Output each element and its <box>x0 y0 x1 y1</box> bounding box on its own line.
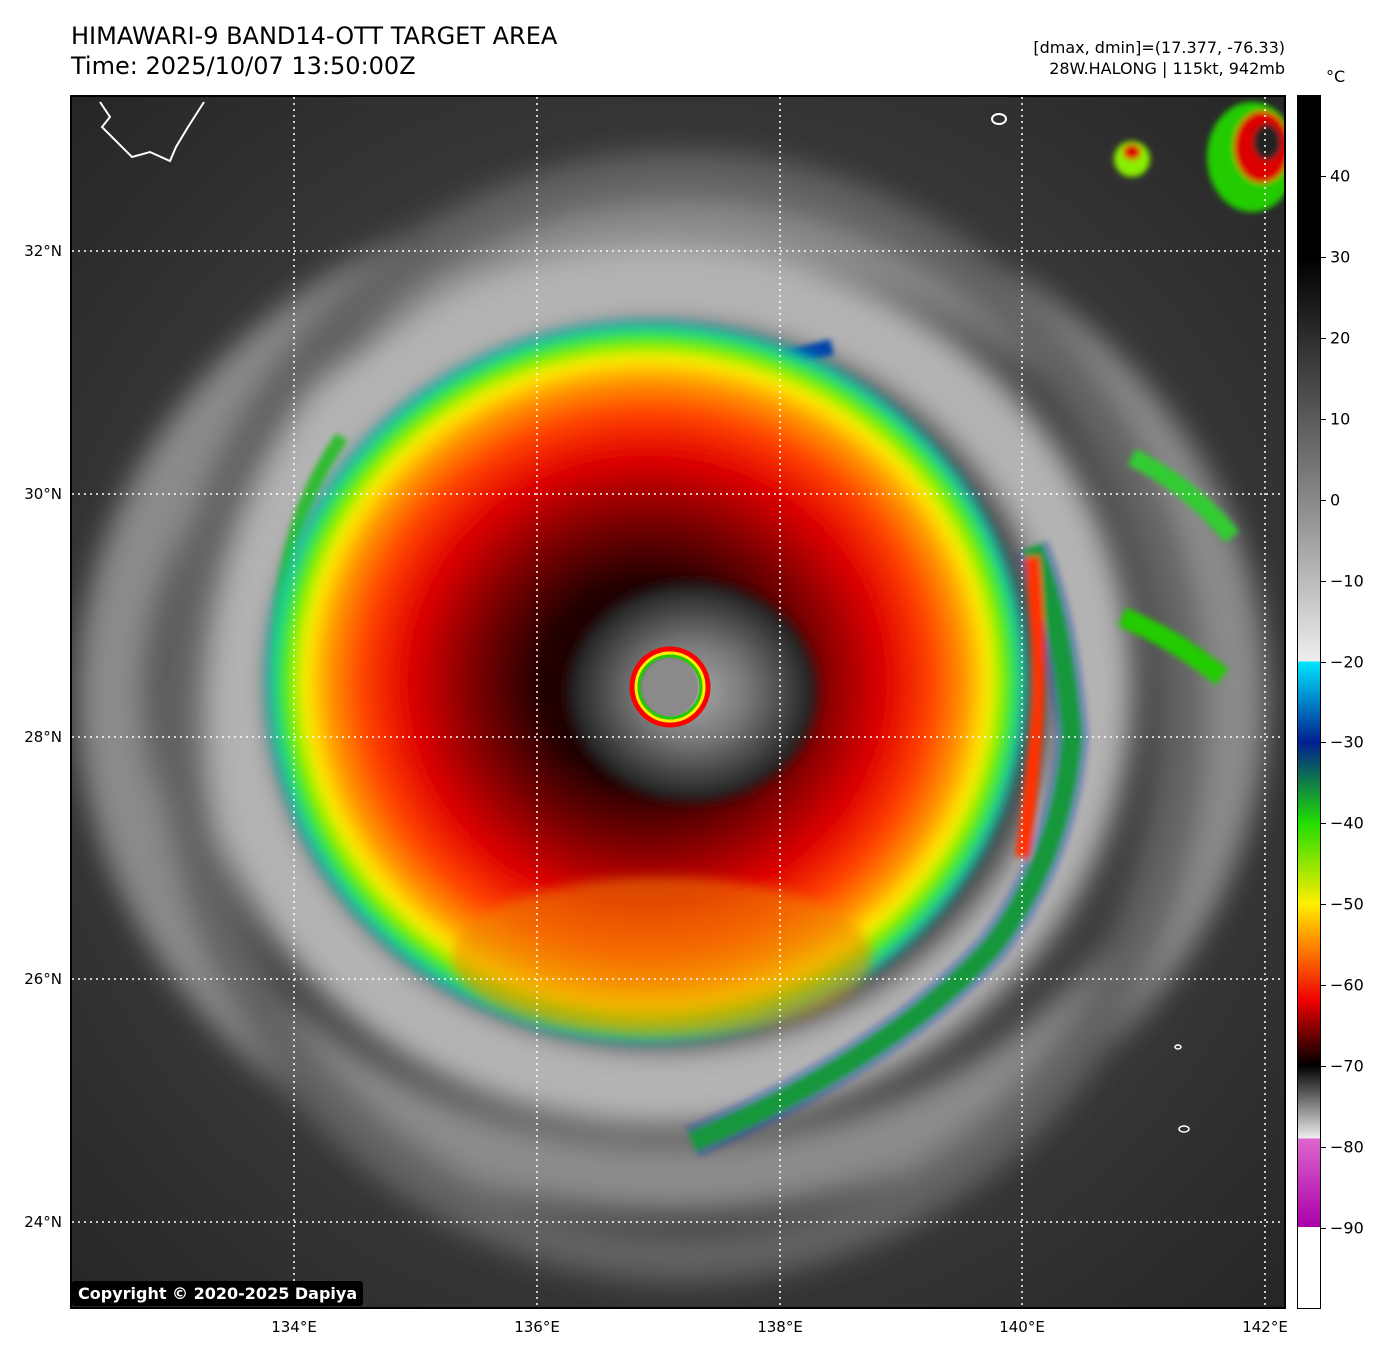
copyright-label: Copyright © 2020-2025 Dapiya <box>72 1281 364 1306</box>
lon-label: 134°E <box>271 1318 317 1336</box>
coastline <box>99 101 205 163</box>
colorbar-tick-label: 10 <box>1330 409 1351 429</box>
lat-label: 24°N <box>24 1213 62 1231</box>
chart-title: HIMAWARI-9 BAND14-OTT TARGET AREA <box>71 22 558 50</box>
eyewall-ring <box>629 646 711 728</box>
gridlines <box>72 97 1284 1307</box>
island <box>991 113 1007 125</box>
colorbar-tick-mark <box>1321 418 1326 420</box>
colorbar-tick-mark <box>1321 175 1326 177</box>
lat-label: 30°N <box>24 485 62 503</box>
colorbar-tick-label: 20 <box>1330 328 1351 348</box>
timestamp-title: Time: 2025/10/07 13:50:00Z <box>71 52 416 80</box>
colorbar-tick-mark <box>1321 661 1326 663</box>
dmax-dmin-readout: [dmax, dmin]=(17.377, -76.33) <box>1033 38 1285 57</box>
colorbar-tick-label: 0 <box>1330 490 1341 510</box>
colorbar-tick-mark <box>1321 1147 1326 1149</box>
colorbar-tick-mark <box>1321 337 1326 339</box>
colorbar <box>1297 95 1321 1309</box>
colorbar-tick-mark <box>1321 904 1326 906</box>
colorbar-tick-mark <box>1321 823 1326 825</box>
colorbar-tick-label: −10 <box>1330 571 1364 591</box>
storm-eye <box>642 659 698 715</box>
colorbar-tick-mark <box>1321 499 1326 501</box>
southern-outflow <box>452 877 872 1037</box>
colorbar-tick-mark <box>1321 256 1326 258</box>
lon-label: 142°E <box>1242 1318 1288 1336</box>
lon-label: 136°E <box>514 1318 560 1336</box>
lon-label: 140°E <box>999 1318 1045 1336</box>
storm-info: 28W.HALONG | 115kt, 942mb <box>1049 59 1285 78</box>
colorbar-tick-mark <box>1321 742 1326 744</box>
colorbar-tick-label: −60 <box>1330 975 1364 995</box>
colorbar-tick-label: −50 <box>1330 894 1364 914</box>
satellite-image <box>72 97 1284 1307</box>
colorbar-tick-label: 30 <box>1330 247 1351 267</box>
lat-label: 32°N <box>24 242 62 260</box>
lon-label: 138°E <box>757 1318 803 1336</box>
outer-cloud-bands <box>77 152 1267 1282</box>
lat-label: 26°N <box>24 970 62 988</box>
colorbar-tick-label: −80 <box>1330 1137 1364 1157</box>
colorbar-tick-label: −40 <box>1330 813 1364 833</box>
colorbar-unit: °C <box>1326 67 1346 86</box>
colorbar-tick-label: 40 <box>1330 166 1351 186</box>
lat-label: 28°N <box>24 728 62 746</box>
colorbar-tick-mark <box>1321 580 1326 582</box>
colorbar-tick-mark <box>1321 985 1326 987</box>
colorbar-tick-label: −90 <box>1330 1218 1364 1238</box>
satellite-map <box>70 95 1286 1309</box>
colorbar-tick-label: −70 <box>1330 1056 1364 1076</box>
colorbar-tick-label: −20 <box>1330 652 1364 672</box>
colorbar-tick-label: −30 <box>1330 732 1364 752</box>
ne-convection <box>1114 102 1284 212</box>
colorbar-tick-mark <box>1321 1066 1326 1068</box>
colorbar-tick-mark <box>1321 1228 1326 1230</box>
